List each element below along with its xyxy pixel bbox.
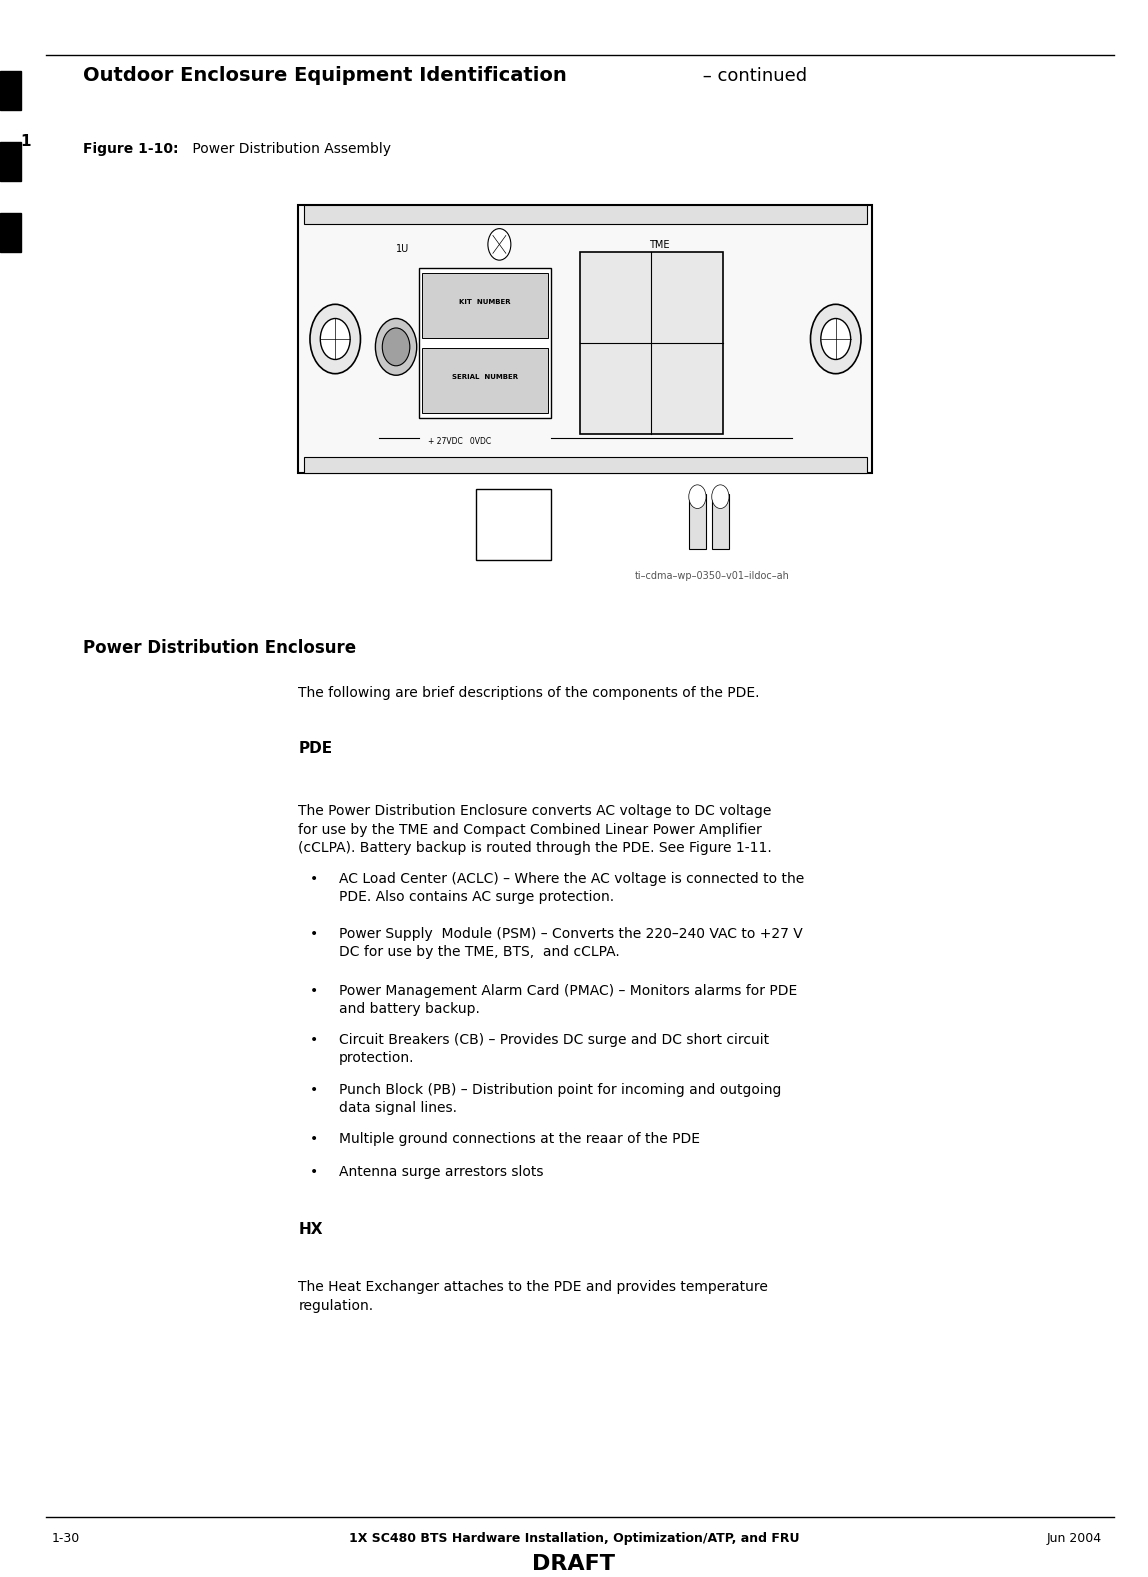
Bar bbox=[689, 494, 706, 549]
Text: •: • bbox=[310, 1132, 318, 1146]
Text: The Power Distribution Enclosure converts AC voltage to DC voltage
for use by th: The Power Distribution Enclosure convert… bbox=[298, 804, 773, 855]
Bar bbox=[476, 489, 551, 560]
Text: PDE: PDE bbox=[298, 741, 333, 755]
Text: SERIAL  NUMBER: SERIAL NUMBER bbox=[452, 374, 518, 380]
Text: •: • bbox=[310, 1033, 318, 1047]
Circle shape bbox=[810, 304, 861, 374]
Bar bbox=[0, 142, 21, 181]
Bar bbox=[580, 252, 723, 434]
Circle shape bbox=[689, 484, 706, 508]
Text: •: • bbox=[310, 1083, 318, 1098]
Text: KIT  NUMBER: KIT NUMBER bbox=[459, 300, 511, 306]
Circle shape bbox=[320, 319, 350, 360]
Bar bbox=[419, 268, 551, 418]
Text: •: • bbox=[310, 872, 318, 886]
Circle shape bbox=[310, 304, 360, 374]
Text: •: • bbox=[310, 984, 318, 998]
Bar bbox=[0, 71, 21, 110]
Text: 1-30: 1-30 bbox=[52, 1533, 80, 1545]
Text: The following are brief descriptions of the components of the PDE.: The following are brief descriptions of … bbox=[298, 686, 760, 700]
Text: DRAFT: DRAFT bbox=[533, 1553, 615, 1574]
Bar bbox=[712, 494, 729, 549]
Bar bbox=[304, 457, 867, 473]
Text: Power Management Alarm Card (PMAC) – Monitors alarms for PDE
and battery backup.: Power Management Alarm Card (PMAC) – Mon… bbox=[339, 984, 797, 1016]
Text: Power Distribution Enclosure: Power Distribution Enclosure bbox=[83, 639, 356, 656]
Text: TME: TME bbox=[649, 240, 669, 249]
Text: ti–cdma–wp–0350–v01–ildoc–ah: ti–cdma–wp–0350–v01–ildoc–ah bbox=[635, 571, 789, 580]
Text: •: • bbox=[310, 1165, 318, 1180]
Bar bbox=[0, 213, 21, 252]
Bar bbox=[298, 205, 872, 473]
Text: Power Supply  Module (PSM) – Converts the 220–240 VAC to +27 V
DC for use by the: Power Supply Module (PSM) – Converts the… bbox=[339, 927, 802, 959]
Text: •: • bbox=[310, 927, 318, 941]
Circle shape bbox=[712, 484, 729, 508]
Text: Outdoor Enclosure Equipment Identification: Outdoor Enclosure Equipment Identificati… bbox=[83, 66, 566, 85]
Text: 1U: 1U bbox=[396, 244, 410, 254]
Text: Antenna surge arrestors slots: Antenna surge arrestors slots bbox=[339, 1165, 543, 1180]
Text: – continued: – continued bbox=[697, 66, 807, 85]
Circle shape bbox=[488, 229, 511, 260]
Text: 1: 1 bbox=[20, 134, 31, 150]
Text: Jun 2004: Jun 2004 bbox=[1047, 1533, 1102, 1545]
Text: Circuit Breakers (CB) – Provides DC surge and DC short circuit
protection.: Circuit Breakers (CB) – Provides DC surg… bbox=[339, 1033, 769, 1064]
Bar bbox=[422, 347, 548, 413]
Circle shape bbox=[375, 319, 417, 375]
Circle shape bbox=[821, 319, 851, 360]
Bar bbox=[422, 273, 548, 337]
Bar bbox=[304, 205, 867, 224]
Text: AC Load Center (ACLC) – Where the AC voltage is connected to the
PDE. Also conta: AC Load Center (ACLC) – Where the AC vol… bbox=[339, 872, 804, 904]
Text: Multiple ground connections at the reaar of the PDE: Multiple ground connections at the reaar… bbox=[339, 1132, 699, 1146]
Circle shape bbox=[382, 328, 410, 366]
Text: Figure 1-10:: Figure 1-10: bbox=[83, 142, 178, 156]
Text: + 27VDC   0VDC: + 27VDC 0VDC bbox=[428, 437, 491, 446]
Text: Punch Block (PB) – Distribution point for incoming and outgoing
data signal line: Punch Block (PB) – Distribution point fo… bbox=[339, 1083, 781, 1115]
Text: 1X SC480 BTS Hardware Installation, Optimization/ATP, and FRU: 1X SC480 BTS Hardware Installation, Opti… bbox=[349, 1533, 799, 1545]
Text: The Heat Exchanger attaches to the PDE and provides temperature
regulation.: The Heat Exchanger attaches to the PDE a… bbox=[298, 1281, 768, 1312]
Text: Power Distribution Assembly: Power Distribution Assembly bbox=[188, 142, 391, 156]
Text: HX: HX bbox=[298, 1222, 323, 1236]
